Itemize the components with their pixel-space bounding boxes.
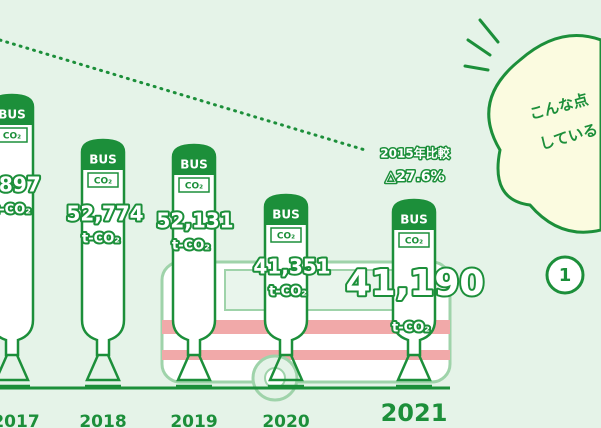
badge: BUS <box>400 213 428 227</box>
infographic: BUS CO₂ ,897 t-CO₂ 2017 BUS CO₂ 52,774 t-CO₂ 2018… <box>0 0 601 428</box>
gas: CO₂ <box>405 237 423 247</box>
gas: CO₂ <box>277 232 295 242</box>
page: BUS CO₂ ,897 t-CO₂ 2017 BUS CO₂ 52,774 t-CO₂ 2018… <box>0 0 601 428</box>
value-label: 52,774 <box>66 202 143 226</box>
year-label: 2018 <box>79 412 126 428</box>
year-label: 2021 <box>381 399 448 427</box>
annotation-line1: 2015年比較 <box>380 146 450 161</box>
unit-label: t-CO₂ <box>82 232 120 247</box>
gas: CO₂ <box>185 182 203 192</box>
badge: BUS <box>89 153 117 167</box>
gas: CO₂ <box>94 177 112 187</box>
badge: BUS <box>0 108 26 122</box>
unit-label: t-CO₂ <box>0 203 31 218</box>
value-label: 52,131 <box>156 209 233 233</box>
gas: CO₂ <box>3 132 21 142</box>
value-label: 41,190 <box>346 263 485 304</box>
year-label: 2019 <box>170 412 217 428</box>
year-label: 2020 <box>262 412 309 428</box>
value-label: ,897 <box>0 173 41 197</box>
unit-label: t-CO₂ <box>392 321 430 336</box>
unit-label: t-CO₂ <box>172 239 210 254</box>
step-number: 1 <box>559 265 572 286</box>
annotation-line2: △27.6% <box>385 169 444 185</box>
unit-label: t-CO₂ <box>269 285 307 300</box>
badge: BUS <box>272 208 300 222</box>
value-label: 41,351 <box>253 255 330 279</box>
badge: BUS <box>180 158 208 172</box>
